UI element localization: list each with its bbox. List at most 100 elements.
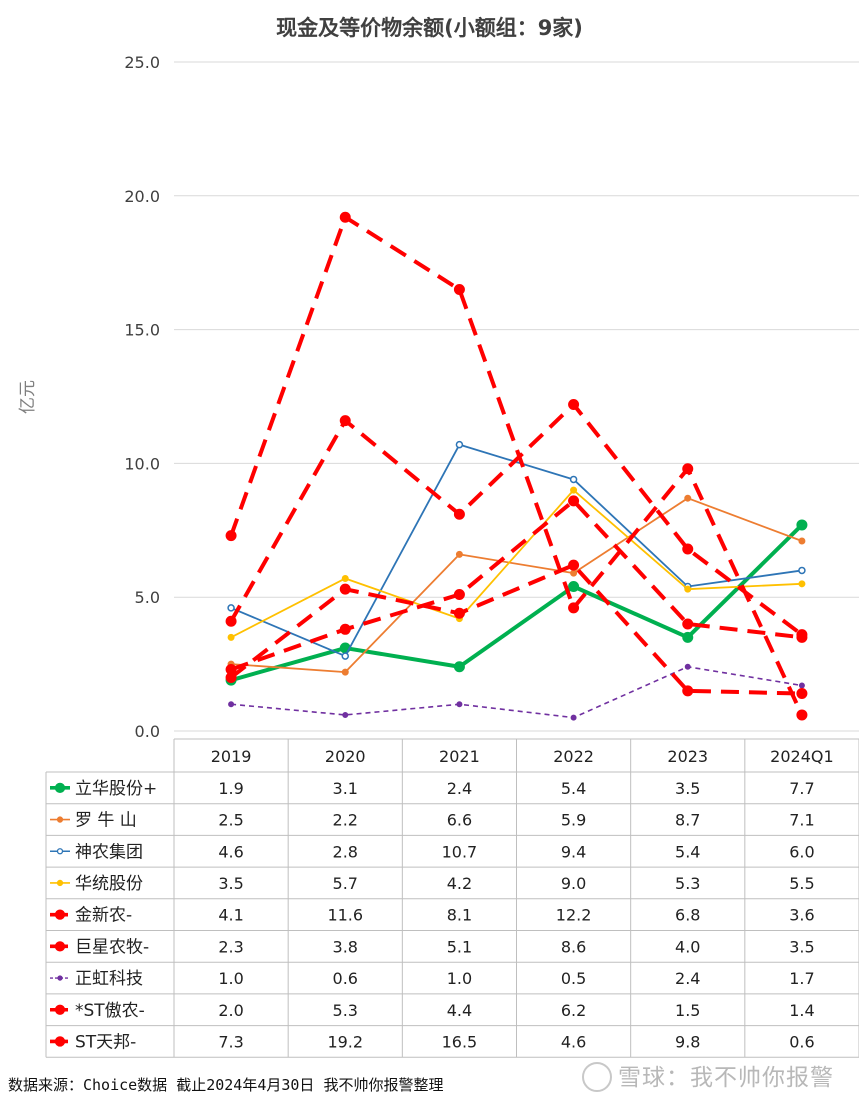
data-point	[684, 585, 692, 593]
y-tick-label: 25.0	[124, 53, 160, 72]
legend-marker	[54, 941, 66, 952]
data-point	[682, 631, 694, 643]
table-cell: 5.3	[333, 1001, 358, 1020]
table-cell: 3.5	[675, 779, 700, 798]
legend-label: 巨星农牧-	[75, 937, 149, 957]
table-cell: 10.7	[442, 842, 478, 861]
table-cell: 1.5	[675, 1001, 700, 1020]
data-point	[455, 440, 464, 449]
data-point	[682, 463, 694, 475]
series-line	[231, 665, 803, 719]
data-point	[798, 537, 806, 545]
data-point	[339, 583, 351, 595]
table-cell: 1.0	[218, 969, 243, 988]
legend-label: 立华股份+	[75, 779, 157, 799]
table-cell: 9.4	[561, 842, 586, 861]
table-cell: 8.6	[561, 937, 586, 956]
data-point	[684, 494, 692, 502]
data-point	[339, 415, 351, 427]
table-cell: 8.7	[675, 811, 700, 830]
data-point	[341, 574, 349, 582]
data-point	[453, 283, 465, 295]
series-line	[231, 497, 803, 674]
data-point	[339, 211, 351, 223]
data-point	[225, 530, 237, 542]
table-cell: 4.2	[447, 874, 472, 893]
table-cell: 2.0	[218, 1001, 243, 1020]
legend-marker	[54, 782, 66, 793]
legend-label: ST天邦-	[75, 1032, 136, 1052]
data-point	[455, 550, 463, 558]
table-cell: 5.7	[333, 874, 358, 893]
table-cell: 2.2	[333, 811, 358, 830]
legend-label: 罗 牛 山	[75, 811, 137, 831]
y-tick-label: 10.0	[124, 454, 160, 473]
table-cell: 6.8	[675, 906, 700, 925]
x-tick-label: 2023	[667, 747, 708, 766]
table-cell: 5.4	[561, 779, 586, 798]
data-point	[570, 714, 577, 721]
watermark-text: 雪球：我不帅你报警	[618, 1065, 834, 1091]
table-cell: 5.1	[447, 937, 472, 956]
data-point	[796, 688, 808, 700]
legend-marker	[57, 975, 63, 981]
table-cell: 2.3	[218, 937, 243, 956]
x-tick-label: 2019	[211, 747, 252, 766]
data-point	[568, 580, 580, 592]
y-tick-label: 15.0	[124, 321, 160, 340]
data-point	[453, 661, 465, 673]
legend-marker	[56, 816, 64, 823]
x-tick-label: 2020	[325, 747, 366, 766]
table-cell: 19.2	[327, 1032, 363, 1051]
legend-label: 正虹科技	[75, 969, 143, 989]
data-point	[798, 580, 806, 588]
table-cell: 16.5	[442, 1032, 478, 1051]
series-line	[229, 215, 804, 716]
x-tick-label: 2022	[553, 747, 594, 766]
source-note: 数据来源：Choice数据 截止2024年4月30日 我不帅你报警整理	[8, 1076, 444, 1094]
data-point	[341, 668, 349, 676]
data-point	[682, 543, 694, 555]
series-line	[230, 489, 802, 639]
legend-marker	[56, 879, 64, 887]
data-point	[341, 652, 349, 660]
data-point	[225, 615, 237, 627]
table-cell: 4.0	[675, 937, 700, 956]
data-point	[227, 633, 235, 641]
table-cell: 3.1	[333, 779, 358, 798]
data-point	[568, 399, 580, 411]
legend-marker	[54, 1004, 66, 1015]
table-cell: 2.8	[333, 842, 358, 861]
watermark: 雪球：我不帅你报警	[582, 1058, 834, 1094]
table-cell: 1.0	[447, 969, 472, 988]
data-point	[453, 607, 465, 619]
table-cell: 4.6	[561, 1032, 586, 1051]
table-cell: 9.0	[561, 874, 586, 893]
data-point	[796, 709, 808, 721]
table-cell: 7.1	[789, 811, 814, 830]
data-point	[798, 682, 805, 689]
table-cell: 0.6	[789, 1032, 814, 1051]
data-point	[796, 519, 808, 531]
data-point	[568, 495, 580, 507]
x-tick-label: 2021	[439, 747, 480, 766]
table-cell: 2.4	[447, 779, 472, 798]
data-point	[225, 671, 237, 683]
series-line	[230, 498, 803, 672]
data-point	[569, 475, 578, 484]
series-line	[230, 523, 804, 683]
table-cell: 5.4	[675, 842, 700, 861]
table-cell: 1.9	[218, 779, 243, 798]
data-point	[342, 711, 349, 718]
data-point	[227, 604, 235, 612]
data-point	[339, 623, 351, 635]
table-cell: 3.8	[333, 937, 358, 956]
legend-label: 华统股份	[75, 874, 143, 894]
table-cell: 7.7	[789, 779, 814, 798]
series-line	[229, 402, 804, 637]
table-cell: 12.2	[556, 906, 592, 925]
y-tick-label: 0.0	[135, 722, 160, 741]
data-point	[682, 618, 694, 630]
